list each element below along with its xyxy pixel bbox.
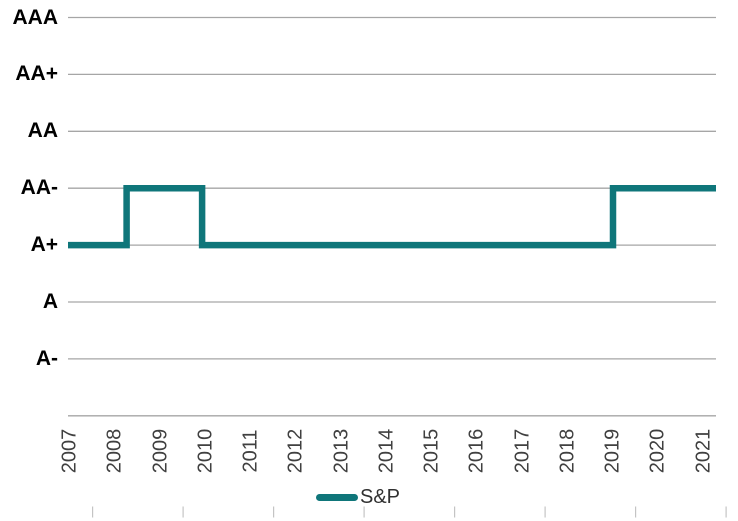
y-axis-label: AA: [27, 119, 58, 143]
x-axis-label: 2019: [601, 428, 624, 474]
x-axis-label: 2016: [465, 428, 488, 474]
x-axis-label: 2010: [194, 428, 217, 474]
y-axis-label: A+: [30, 233, 58, 257]
x-axis-label: 2021: [692, 428, 714, 474]
x-axis-label: 2020: [646, 428, 669, 474]
y-axis-label: AA+: [15, 62, 58, 86]
x-axis-label: 2008: [103, 428, 126, 474]
legend: S&P: [316, 486, 400, 508]
y-axis-label: A-: [35, 346, 58, 370]
y-axis-label: A: [42, 290, 58, 313]
x-axis-label: 2007: [58, 428, 81, 474]
y-axis-label: AA-: [20, 176, 58, 200]
y-axis-label: AAA: [12, 5, 59, 29]
x-axis-label: 2015: [420, 428, 443, 474]
x-axis-label: 2012: [284, 428, 307, 474]
x-axis-label: 2014: [375, 428, 398, 474]
x-axis-label: 2017: [511, 428, 533, 474]
x-axis-label: 2013: [330, 428, 352, 474]
x-axis-label: 2011: [239, 429, 262, 473]
x-axis-label: 2009: [149, 428, 171, 474]
legend-series-label: S&P: [360, 486, 401, 508]
legend-line-swatch: [316, 493, 358, 501]
x-axis-label: 2018: [556, 428, 579, 474]
sp-rating-step-line: [68, 184, 716, 249]
